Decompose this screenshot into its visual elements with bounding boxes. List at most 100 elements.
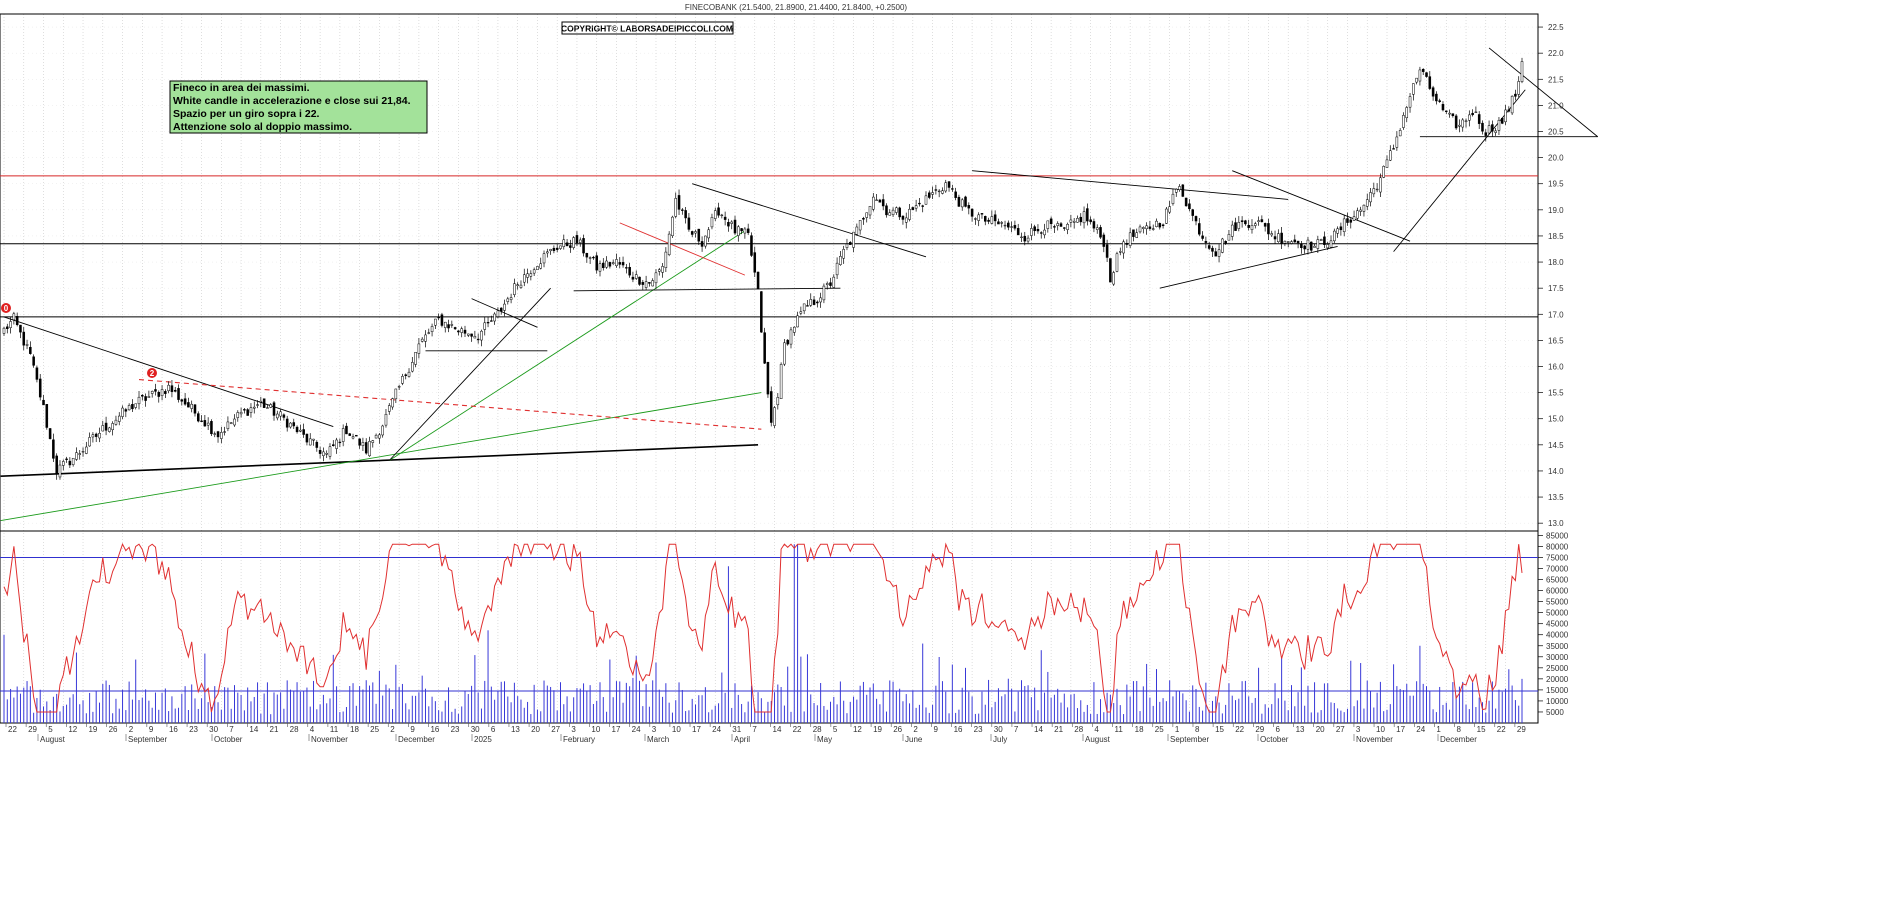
- candle-body: [490, 320, 493, 322]
- candle-body: [38, 378, 42, 398]
- candle-body: [532, 269, 536, 274]
- oscillator-line: [3, 542, 1523, 713]
- candle-body: [58, 464, 62, 478]
- note-line-1: Fineco in area dei massimi.: [173, 82, 310, 94]
- candle-body: [467, 333, 470, 336]
- candle-body: [117, 415, 121, 422]
- candle-body: [1303, 245, 1306, 250]
- x-day-label: 29: [1255, 725, 1264, 734]
- candle-body: [789, 329, 793, 345]
- candle-body: [164, 391, 167, 394]
- candle-body: [671, 216, 674, 237]
- candle-body: [1375, 188, 1379, 191]
- candle-body: [595, 255, 598, 271]
- candle-body: [404, 374, 407, 376]
- candle-body: [173, 389, 177, 392]
- candle-body: [499, 307, 503, 312]
- x-day-label: 27: [1336, 725, 1345, 734]
- candle-body: [1198, 223, 1201, 235]
- double-top-resistance: [1488, 47, 1599, 138]
- candle-body: [513, 283, 516, 295]
- x-day-label: 2: [913, 725, 918, 734]
- candle-body: [1102, 234, 1106, 247]
- candle-body: [98, 433, 101, 439]
- candle-body: [1458, 124, 1461, 127]
- x-day-label: 13: [1296, 725, 1305, 734]
- candle-body: [420, 338, 424, 342]
- candle-body: [993, 214, 997, 222]
- x-day-label: 13: [511, 725, 520, 734]
- candle-body: [272, 402, 276, 416]
- candle-body: [555, 247, 559, 250]
- volume-tick-label: 10000: [1546, 697, 1569, 706]
- candle-body: [648, 282, 651, 284]
- candle-body: [1277, 233, 1280, 243]
- x-day-label: 14: [1034, 725, 1043, 734]
- candle-body: [608, 262, 612, 267]
- candle-body: [522, 274, 526, 283]
- x-day-label: 19: [88, 725, 97, 734]
- candle-body: [605, 260, 608, 268]
- candle-body: [661, 266, 664, 273]
- y-tick-label: 18.5: [1548, 232, 1564, 241]
- candle-body: [549, 249, 552, 252]
- candle-body: [980, 213, 984, 215]
- candle-body: [918, 202, 921, 205]
- candle-body: [1230, 224, 1234, 237]
- candle-body: [904, 217, 908, 223]
- candle-body: [1500, 117, 1504, 124]
- candle-body: [1438, 100, 1441, 102]
- x-day-label: 12: [853, 725, 862, 734]
- candle-body: [1286, 241, 1290, 243]
- candle-body: [1227, 234, 1231, 241]
- candle-body: [835, 262, 839, 276]
- candle-body: [1428, 76, 1432, 89]
- candle-body: [1514, 93, 1517, 97]
- candle-body: [1020, 236, 1023, 238]
- candle-body: [964, 196, 967, 207]
- candle-body: [338, 441, 342, 444]
- candle-body: [1089, 219, 1092, 223]
- candle-body: [819, 297, 822, 303]
- candle-body: [621, 262, 625, 266]
- candle-body: [1049, 218, 1053, 225]
- y-tick-label: 15.0: [1548, 415, 1564, 424]
- candle-body: [480, 330, 483, 341]
- candle-body: [223, 431, 226, 433]
- chart-title: FINECOBANK (21.5400, 21.8900, 21.4400, 2…: [685, 3, 907, 12]
- candle-body: [931, 192, 934, 195]
- x-day-label: 23: [189, 725, 198, 734]
- candle-body: [1188, 203, 1191, 210]
- candle-body: [157, 392, 161, 397]
- x-day-label: 16: [169, 725, 178, 734]
- candle-body: [279, 411, 282, 417]
- candle-body: [733, 219, 737, 234]
- note-line-3: Spazio per un giro sopra i 22.: [173, 108, 320, 120]
- y-tick-label: 15.5: [1548, 389, 1564, 398]
- candle-body: [1161, 224, 1165, 226]
- x-day-label: 3: [652, 725, 657, 734]
- x-month-label: July: [993, 735, 1007, 744]
- candle-body: [743, 228, 747, 234]
- candle-body: [48, 428, 52, 439]
- candle-body: [1451, 113, 1455, 116]
- candle-body: [960, 199, 964, 208]
- candle-body: [825, 283, 829, 286]
- x-day-label: 7: [752, 725, 757, 734]
- x-day-label: 26: [893, 725, 902, 734]
- candle-body: [809, 299, 813, 306]
- candle-body: [911, 207, 915, 211]
- volume-tick-label: 35000: [1546, 642, 1569, 651]
- candle-body: [947, 181, 951, 188]
- x-day-label: 8: [1195, 725, 1200, 734]
- candle-body: [104, 422, 108, 431]
- y-tick-label: 20.5: [1548, 128, 1564, 137]
- candle-body: [634, 274, 638, 279]
- candle-body: [546, 251, 549, 254]
- candle-body: [1349, 219, 1353, 223]
- candle-body: [898, 207, 901, 218]
- candle-body: [25, 344, 29, 346]
- candle-body: [674, 198, 678, 217]
- candle-body: [322, 451, 325, 456]
